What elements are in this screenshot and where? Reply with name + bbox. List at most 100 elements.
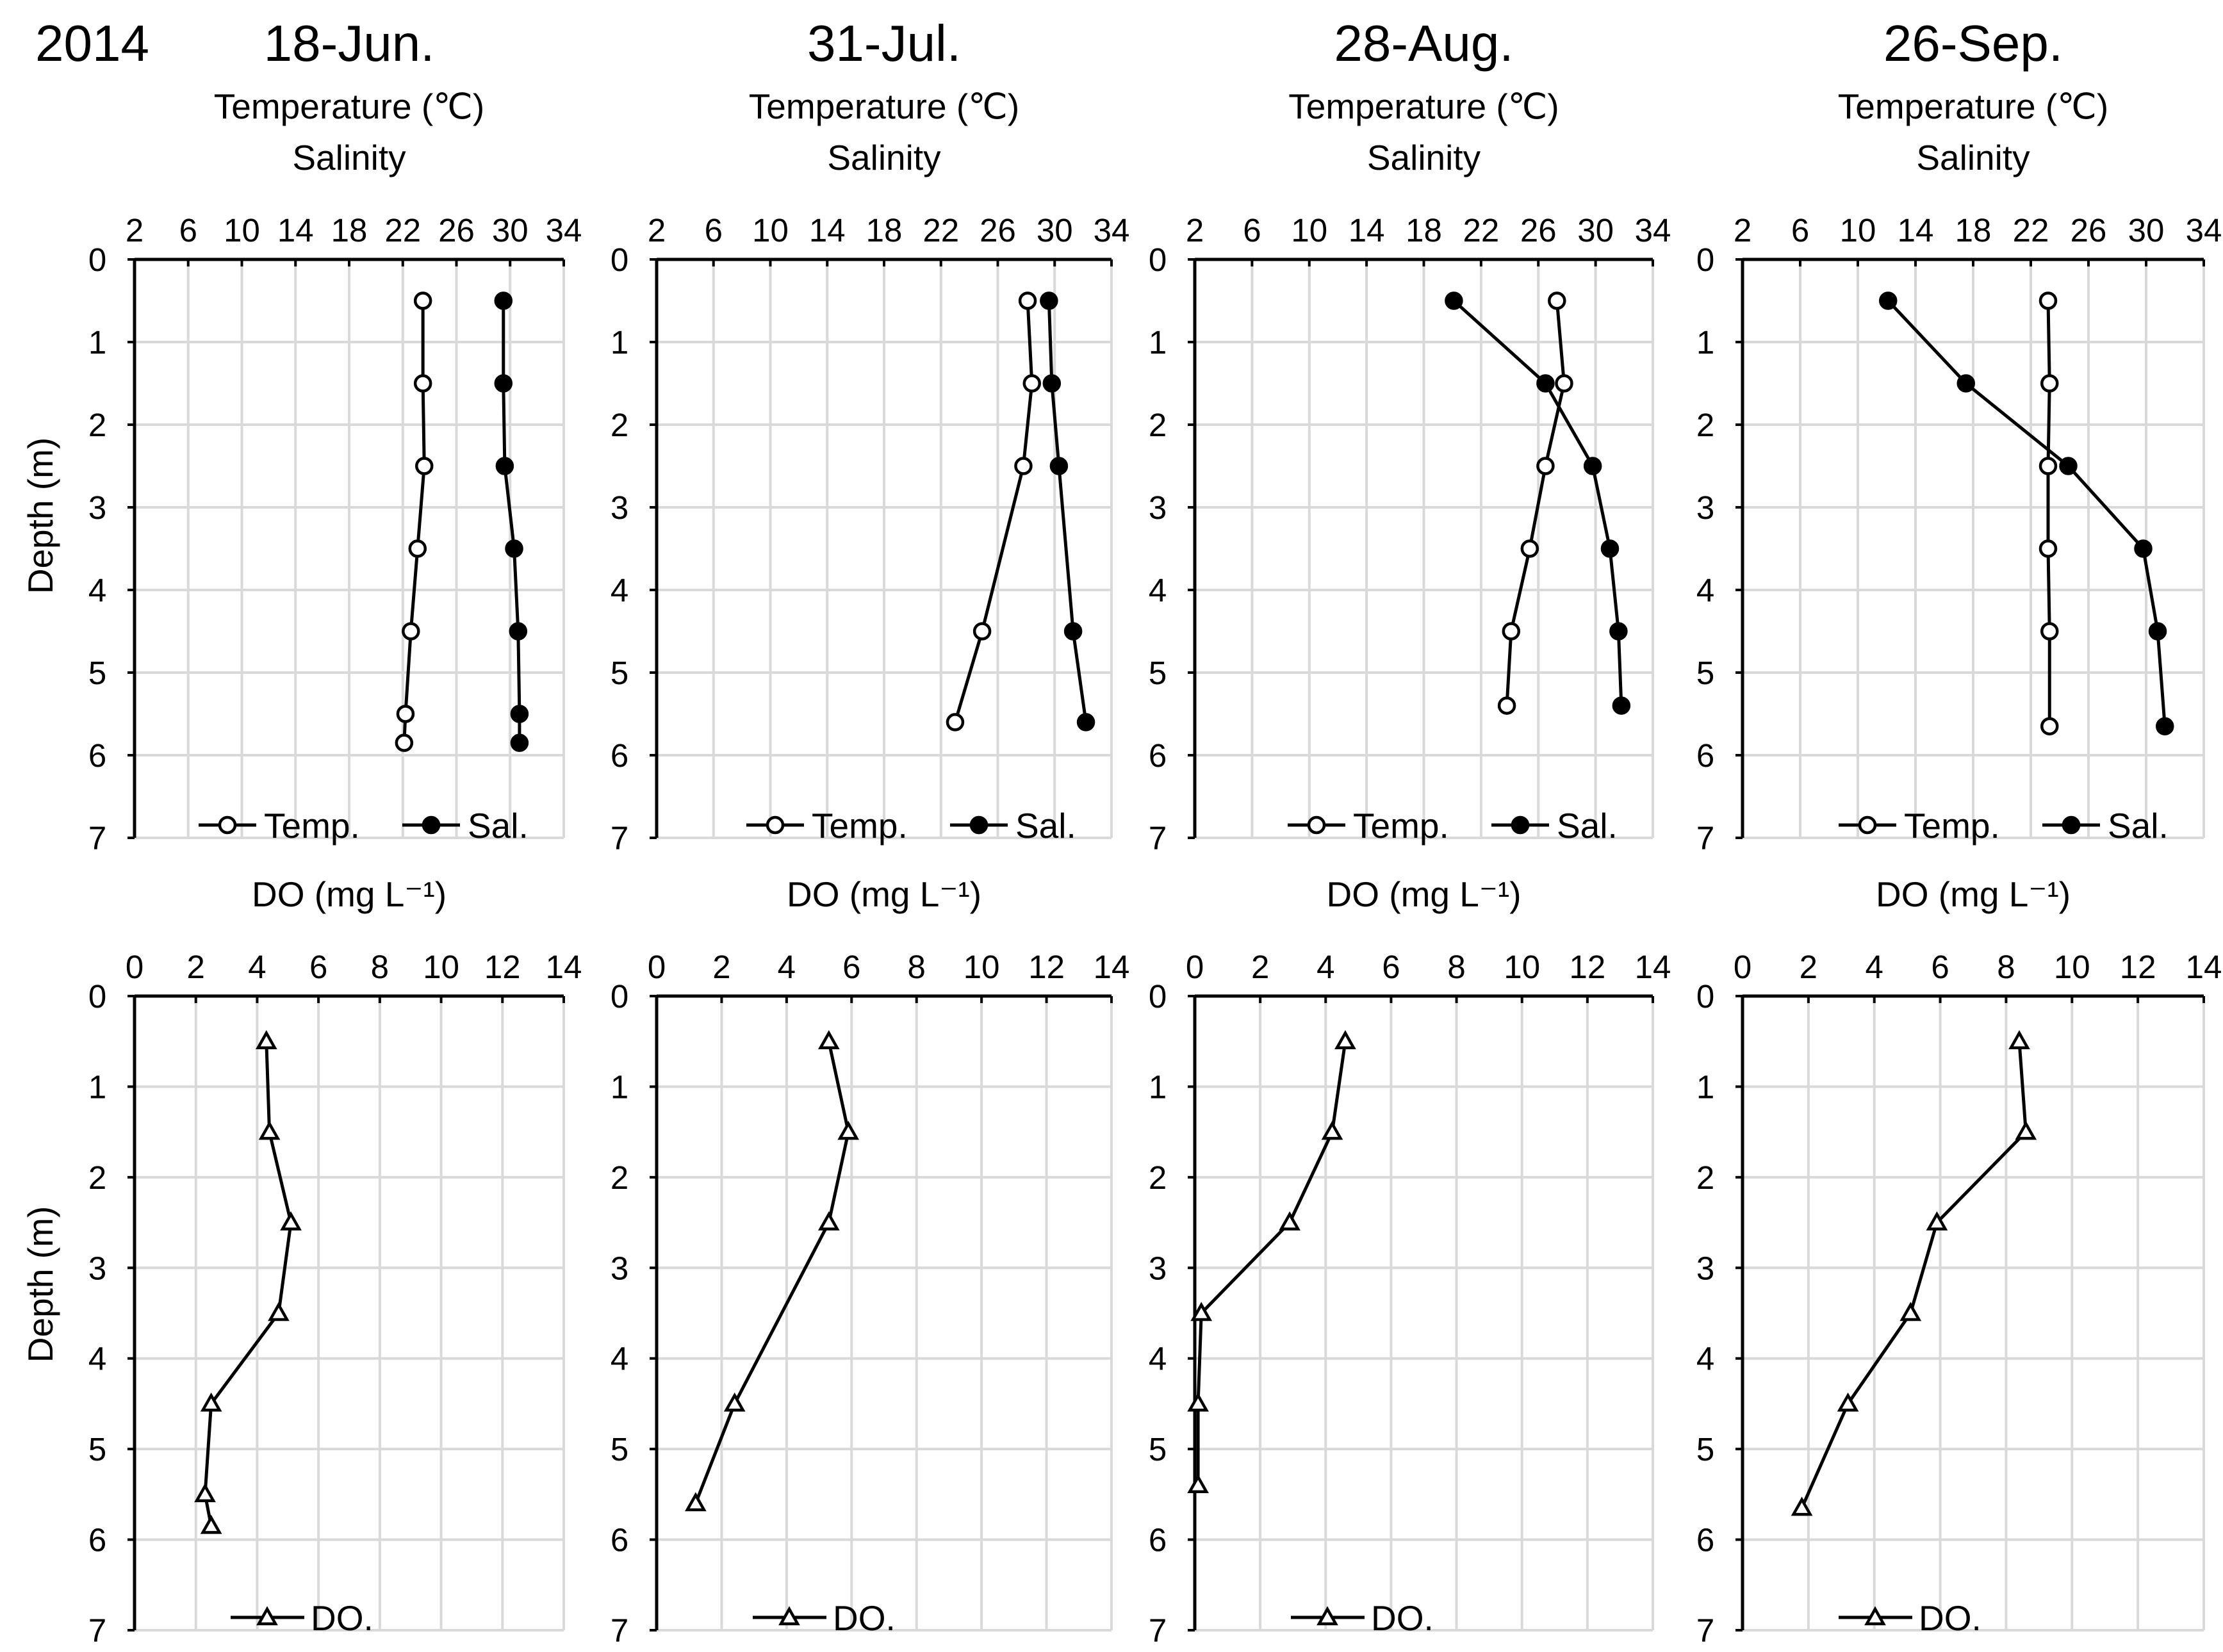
temperature-point (2038, 457, 2058, 475)
y-tick-label: 5 (611, 1431, 628, 1468)
temperature-axis-label: Temperature (℃) (214, 86, 484, 126)
y-tick-label: 0 (611, 978, 628, 1015)
legend-temp-label: Temp. (264, 806, 360, 846)
do-point (200, 1514, 222, 1534)
x-tick-label: 26 (1520, 212, 1557, 249)
y-tick-label: 0 (1696, 978, 1714, 1015)
do-point (1190, 1302, 1213, 1321)
x-tick-label: 10 (964, 949, 1000, 985)
ts-panel-2: 2 6 10 14 18 22 26 30 340123456731-Jul.Temperatu… (611, 15, 1130, 856)
x-tick-label: 10 (1291, 212, 1327, 249)
temperature-point (396, 705, 415, 723)
salinity-point (1536, 374, 1555, 393)
x-tick-label: 6 (179, 212, 197, 249)
series-line-do (1800, 1041, 2028, 1509)
salinity-axis-label: Salinity (1367, 138, 1481, 177)
x-tick-label: 26 (980, 212, 1016, 249)
legend-do-marker (1864, 1606, 1886, 1626)
do-point (1899, 1302, 1922, 1321)
y-tick-label: 4 (1149, 1341, 1167, 1377)
temperature-point (413, 374, 432, 393)
y-tick-label: 5 (1696, 655, 1714, 691)
do-point (268, 1302, 290, 1321)
y-tick-label: 5 (611, 655, 628, 691)
x-tick-label: 22 (923, 212, 959, 249)
depth-label-top: Depth (m) (21, 438, 60, 594)
salinity-point (494, 374, 513, 393)
salinity-point (505, 539, 523, 558)
y-tick-label: 3 (88, 489, 106, 526)
temperature-axis-label: Temperature (℃) (1838, 86, 2108, 126)
x-tick-label: 6 (1243, 212, 1261, 249)
x-tick-label: 0 (648, 949, 666, 985)
legend-temp-marker (766, 815, 785, 835)
salinity-point (1583, 457, 1602, 475)
y-tick-label: 0 (1149, 241, 1167, 278)
y-tick-label: 4 (88, 1341, 106, 1377)
temperature-point (2040, 622, 2059, 641)
x-tick-label: 14 (2186, 949, 2222, 985)
x-tick-label: 12 (2120, 949, 2156, 985)
legend-do-marker (1317, 1606, 1338, 1626)
do-point (258, 1120, 281, 1140)
temperature-point (2040, 717, 2059, 736)
salinity-axis-label: Salinity (292, 138, 406, 177)
y-tick-label: 5 (1696, 1431, 1714, 1468)
temperature-point (1014, 457, 1033, 475)
salinity-point (509, 622, 528, 641)
x-tick-label: 14 (809, 212, 846, 249)
y-tick-label: 6 (611, 1522, 628, 1558)
legend-sal-label: Sal. (2108, 806, 2169, 846)
legend-sal-label: Sal. (1015, 806, 1076, 846)
x-tick-label: 4 (778, 949, 796, 985)
salinity-point (2156, 717, 2174, 736)
x-tick-label: 6 (1931, 949, 1949, 985)
salinity-point (1879, 291, 1898, 310)
x-tick-label: 34 (546, 212, 582, 249)
x-tick-label: 18 (1406, 212, 1442, 249)
do-point (1791, 1496, 1813, 1516)
y-tick-label: 7 (611, 1612, 628, 1649)
legend-sal-label: Sal. (468, 806, 529, 846)
x-tick-label: 0 (1734, 949, 1751, 985)
do-point (723, 1392, 746, 1412)
do-point (1279, 1211, 1300, 1231)
y-tick-label: 4 (1696, 1341, 1714, 1377)
salinity-point (1040, 291, 1058, 310)
salinity-point (1042, 374, 1062, 393)
x-tick-label: 26 (2071, 212, 2107, 249)
y-tick-label: 2 (1149, 407, 1167, 443)
y-tick-label: 5 (88, 655, 106, 691)
salinity-point (495, 457, 514, 475)
y-tick-label: 7 (1696, 820, 1714, 856)
x-tick-label: 6 (842, 949, 860, 985)
series-line-temp (953, 300, 1034, 723)
y-tick-label: 6 (1149, 1522, 1167, 1558)
salinity-point (510, 705, 529, 723)
legend-temp-label: Temp. (1904, 806, 2000, 846)
x-tick-label: 14 (1898, 212, 1934, 249)
series-line-do (203, 1041, 293, 1526)
legend-sal-marker (422, 815, 441, 835)
salinity-point (1076, 713, 1095, 732)
legend-do-label: DO. (833, 1598, 896, 1638)
panel-title: 31-Jul. (807, 15, 961, 72)
x-tick-label: 0 (1186, 949, 1204, 985)
y-tick-label: 1 (1149, 1068, 1167, 1105)
y-tick-label: 2 (88, 1159, 106, 1196)
do-point (1187, 1474, 1209, 1493)
temperature-point (402, 622, 420, 641)
y-tick-label: 1 (88, 324, 106, 361)
x-tick-label: 2 (1800, 949, 1817, 985)
y-tick-label: 6 (611, 737, 628, 774)
x-tick-label: 10 (1840, 212, 1876, 249)
salinity-point (1612, 696, 1631, 715)
x-tick-label: 26 (438, 212, 475, 249)
y-tick-label: 3 (1696, 1250, 1714, 1286)
x-tick-label: 4 (248, 949, 266, 985)
series-line-temp (2046, 300, 2051, 726)
depth-label-bottom: Depth (m) (21, 1206, 60, 1363)
x-tick-label: 2 (1734, 212, 1751, 249)
